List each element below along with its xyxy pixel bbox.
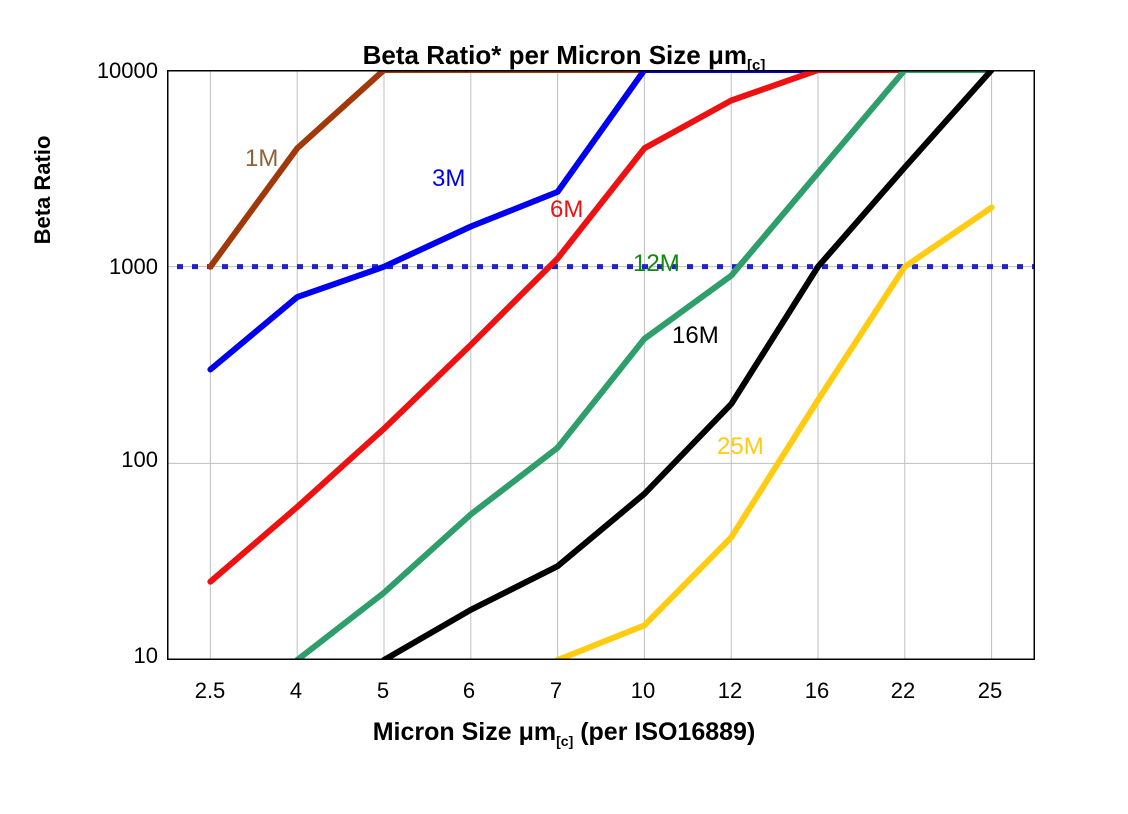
series-label-16M: 16M xyxy=(672,322,719,349)
chart-canvas xyxy=(167,70,1035,660)
y-tick-10000: 10000 xyxy=(96,58,158,83)
page-title: Beta Ratio* per Micron Size μm[c] xyxy=(0,40,1128,74)
series-label-12M: 12M xyxy=(633,250,680,277)
plot-area: 1M 3M 6M 12M 16M 25M xyxy=(167,70,1035,660)
x-tick-5: 5 xyxy=(376,678,390,703)
x-tick-6: 6 xyxy=(462,678,476,703)
x-tick-16: 16 xyxy=(804,678,830,703)
x-tick-22: 22 xyxy=(890,678,916,703)
x-axis-title-tail: (per ISO16889) xyxy=(573,718,756,746)
data-series-group xyxy=(207,70,995,660)
x-axis-title-unit: μm xyxy=(518,718,557,746)
gridlines xyxy=(167,70,1035,660)
x-tick-2.5: 2.5 xyxy=(194,678,226,703)
chart-title-main: Beta Ratio* per Micron Size xyxy=(362,40,708,70)
series-label-6M: 6M xyxy=(550,196,584,223)
x-tick-10: 10 xyxy=(630,678,656,703)
y-axis-ticks: 10000 1000 100 10 xyxy=(48,0,158,814)
plot-frame xyxy=(167,70,1035,660)
y-tick-100: 100 xyxy=(121,447,158,472)
x-tick-12: 12 xyxy=(717,678,743,703)
x-tick-7: 7 xyxy=(549,678,563,703)
series-label-3M: 3M xyxy=(432,165,466,192)
x-axis-title-main: Micron Size xyxy=(372,718,519,746)
x-tick-4: 4 xyxy=(289,678,303,703)
x-tick-25: 25 xyxy=(977,678,1003,703)
x-axis-title: Micron Size μm[c] (per ISO16889) xyxy=(0,718,1128,749)
x-axis-ticks: 2.5 4 5 6 7 10 12 16 22 25 xyxy=(0,678,1128,718)
x-axis-title-subscript: [c] xyxy=(556,733,574,749)
series-label-1M: 1M xyxy=(245,145,279,172)
series-label-25M: 25M xyxy=(717,433,764,460)
y-tick-1000: 1000 xyxy=(109,254,158,279)
chart-title-unit: μm xyxy=(707,40,747,70)
y-tick-10: 10 xyxy=(133,643,158,668)
